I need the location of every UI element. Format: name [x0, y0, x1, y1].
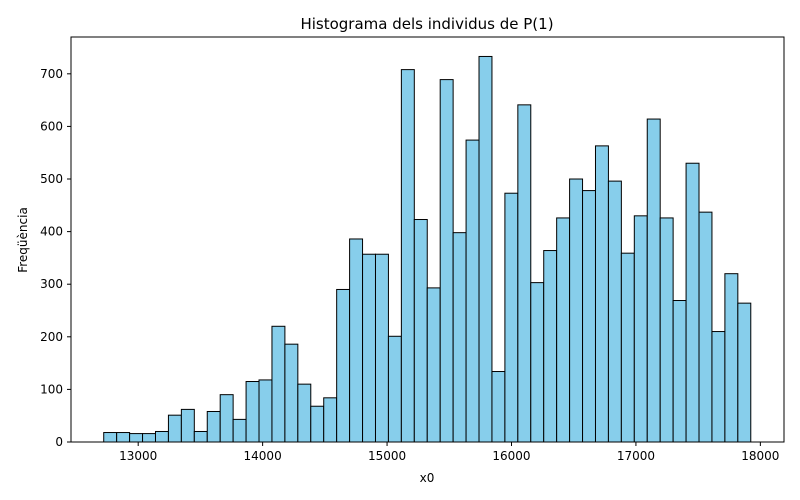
- histogram-bar: [633, 215, 648, 443]
- histogram-bar: [530, 282, 545, 443]
- histogram-bar: [556, 217, 571, 443]
- histogram-bar: [478, 55, 493, 443]
- histogram-bar: [452, 232, 467, 443]
- plot-frame: [70, 36, 785, 443]
- x-tick-label: 15000: [368, 449, 406, 463]
- histogram-bar: [517, 104, 532, 443]
- histogram-bar: [672, 300, 687, 443]
- histogram-bar: [129, 433, 144, 443]
- y-tick-label: 100: [40, 382, 63, 396]
- histogram-bar: [594, 145, 609, 443]
- histogram-bar: [258, 379, 273, 443]
- histogram-bar: [737, 302, 752, 443]
- histogram-bar: [607, 180, 622, 443]
- histogram-bar: [336, 288, 351, 443]
- y-axis: 0 100 200 300 400 500 600 700: [40, 67, 71, 449]
- histogram-bar: [504, 192, 519, 443]
- x-tick-label: 14000: [244, 449, 282, 463]
- histogram-bar: [659, 217, 674, 443]
- y-axis-label: Freqüència: [16, 207, 30, 273]
- y-tick-label: 300: [40, 277, 63, 291]
- histogram-bar: [374, 253, 389, 443]
- histogram-bar: [620, 252, 635, 443]
- histogram-bar: [387, 335, 402, 443]
- histogram-bar: [232, 418, 247, 443]
- histogram-bar: [271, 325, 286, 443]
- histogram-bar: [439, 79, 454, 443]
- histogram-bar: [426, 287, 441, 443]
- histogram-bar: [103, 432, 118, 443]
- x-tick-label: 17000: [617, 449, 655, 463]
- y-tick-label: 400: [40, 225, 63, 239]
- bars-group: [103, 55, 752, 443]
- histogram-bar: [685, 162, 700, 443]
- histogram-bar: [154, 430, 169, 443]
- y-tick-label: 200: [40, 330, 63, 344]
- histogram-bar: [297, 383, 312, 443]
- x-tick-label: 18000: [741, 449, 779, 463]
- histogram-bar: [167, 414, 182, 443]
- histogram-bar: [724, 273, 739, 443]
- y-tick-label: 500: [40, 172, 63, 186]
- histogram-bar: [400, 69, 415, 443]
- y-tick-label: 700: [40, 67, 63, 81]
- histogram-bar: [206, 410, 221, 443]
- histogram-bar: [413, 219, 428, 443]
- x-tick-label: 13000: [119, 449, 157, 463]
- histogram-bar: [491, 371, 506, 443]
- x-axis: 13000 14000 15000 16000 17000 18000: [119, 442, 779, 463]
- histogram-bar: [543, 250, 558, 443]
- histogram-bar: [245, 381, 260, 443]
- histogram-bar: [711, 331, 726, 443]
- histogram-bar: [142, 433, 156, 443]
- histogram-bar: [323, 397, 338, 443]
- histogram-bar: [569, 178, 584, 443]
- histogram-bar: [284, 343, 299, 443]
- histogram-bar: [465, 139, 480, 443]
- histogram-bar: [180, 408, 195, 443]
- histogram-bar: [646, 118, 661, 443]
- x-tick-label: 16000: [492, 449, 530, 463]
- x-axis-label: x0: [420, 471, 435, 485]
- histogram-bar: [310, 405, 325, 443]
- y-tick-label: 600: [40, 119, 63, 133]
- histogram-bar: [219, 394, 234, 443]
- histogram-bar: [193, 430, 208, 443]
- y-tick-label: 0: [55, 435, 63, 449]
- histogram-bar: [362, 253, 376, 443]
- chart-title: Histograma dels individus de P(1): [300, 15, 553, 33]
- histogram-bar: [582, 190, 596, 443]
- histogram-bar: [116, 432, 131, 443]
- histogram-bar: [349, 238, 364, 443]
- histogram-bar: [698, 211, 713, 443]
